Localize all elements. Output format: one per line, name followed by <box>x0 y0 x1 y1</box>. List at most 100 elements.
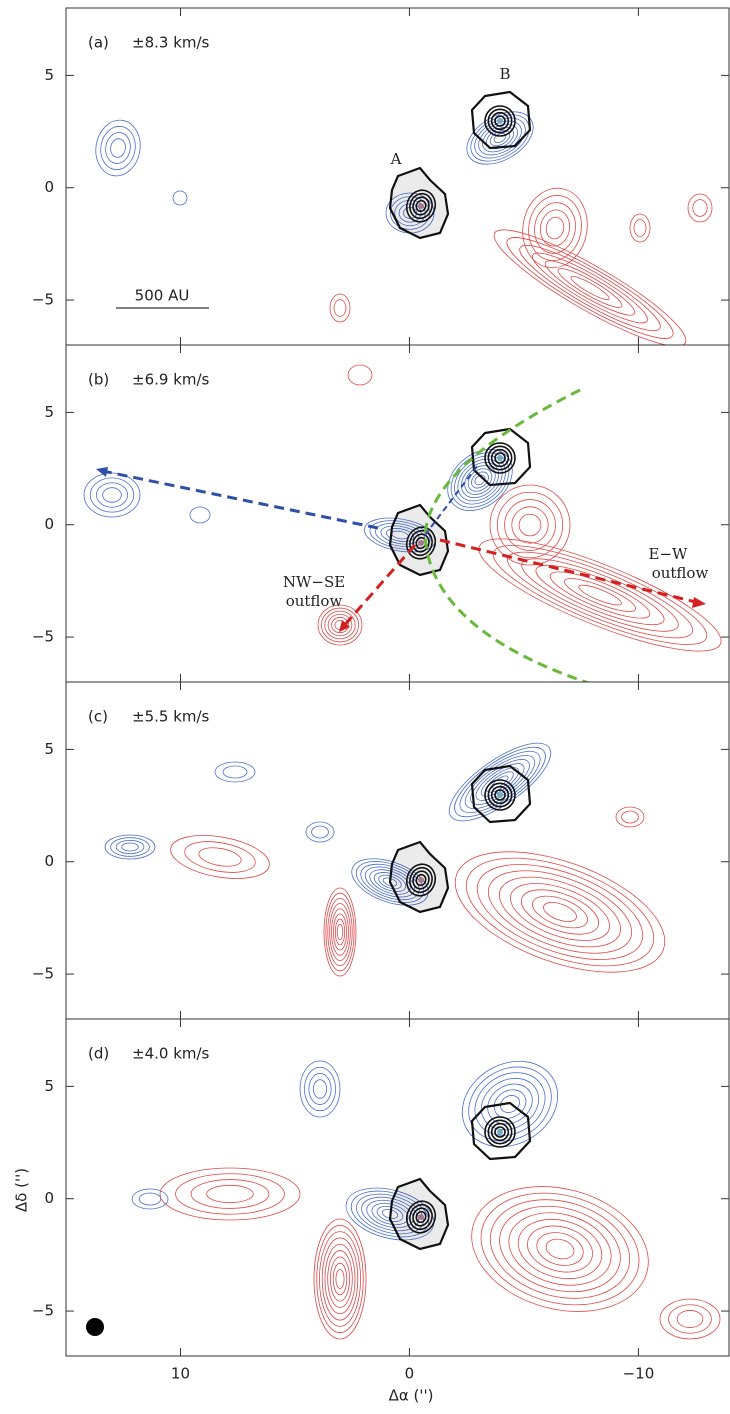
contour <box>494 1126 506 1138</box>
contour <box>494 115 506 127</box>
contour <box>487 1083 533 1125</box>
contour <box>539 209 571 247</box>
contour <box>333 299 347 317</box>
contour <box>578 584 622 606</box>
y-tick-label: 5 <box>44 1077 54 1095</box>
contour <box>332 1262 348 1296</box>
y-tick-label: 5 <box>44 403 54 421</box>
contour <box>95 119 141 177</box>
contour <box>316 1224 364 1334</box>
contour <box>198 847 242 867</box>
contour <box>214 761 256 783</box>
contour <box>615 806 645 828</box>
contour <box>545 216 565 240</box>
contour <box>508 1212 612 1286</box>
contour <box>498 876 622 948</box>
contour <box>324 610 356 640</box>
arrow-blue <box>97 468 379 530</box>
contour <box>330 1256 350 1302</box>
contour <box>405 189 437 223</box>
contour <box>317 604 363 646</box>
contour <box>517 1219 603 1279</box>
contour <box>474 1072 546 1136</box>
contour <box>536 1232 584 1266</box>
contour <box>454 851 666 973</box>
contour <box>110 837 150 857</box>
contour <box>331 908 349 956</box>
contour <box>543 902 577 922</box>
panel-frame <box>65 1018 730 1357</box>
contour <box>385 528 415 542</box>
contour <box>189 506 211 524</box>
contour <box>487 870 633 954</box>
contour <box>105 132 131 164</box>
contour <box>480 1077 540 1131</box>
contour <box>494 789 506 801</box>
contour <box>405 863 437 897</box>
contour <box>499 1205 621 1293</box>
beam <box>86 1318 104 1336</box>
contour <box>506 237 674 339</box>
contour <box>409 192 433 220</box>
contour <box>490 111 510 131</box>
contour <box>369 520 431 550</box>
contour <box>313 1218 367 1340</box>
contour <box>373 872 407 892</box>
contour <box>475 763 525 801</box>
contour <box>549 571 651 619</box>
annotation: NW−SE <box>283 573 345 591</box>
contour <box>471 1186 649 1312</box>
contour <box>471 471 489 489</box>
arrowhead <box>96 467 108 477</box>
x-axis-label: Δα ('') <box>389 1387 434 1405</box>
contour <box>329 293 351 323</box>
contour <box>412 533 430 553</box>
y-tick-label: −5 <box>32 291 54 309</box>
panel-velocity: ±6.9 km/s <box>132 371 210 389</box>
y-tick-label: 0 <box>44 1189 54 1207</box>
panel-label: (a) <box>88 34 109 52</box>
contour <box>323 887 357 977</box>
contour <box>528 195 582 261</box>
contour <box>333 913 347 951</box>
contour <box>327 1250 353 1308</box>
contour <box>312 1079 328 1099</box>
contour <box>299 1060 341 1118</box>
annotation: outflow <box>286 592 343 610</box>
contour <box>412 1207 430 1227</box>
panel-label: (d) <box>88 1045 109 1063</box>
contour <box>484 442 516 474</box>
contour <box>184 841 256 873</box>
contour <box>448 742 552 822</box>
contour <box>459 750 541 814</box>
y-tick-label: −5 <box>32 628 54 646</box>
contour <box>478 538 722 652</box>
contour <box>388 166 450 240</box>
panel: 5 0 −5 (a) ±8.3 km/s A B 500 AU <box>32 7 730 346</box>
contours <box>131 1060 721 1340</box>
contour <box>545 1238 575 1260</box>
contour <box>454 746 546 818</box>
contour <box>415 199 427 213</box>
panel: 5 0 −5 (c) ±5.5 km/s <box>32 681 730 1020</box>
contour <box>327 613 353 637</box>
source-core <box>418 1214 424 1220</box>
contour <box>521 558 679 632</box>
contours <box>95 90 713 345</box>
contour <box>544 260 636 316</box>
contour <box>329 903 351 961</box>
contour <box>535 564 665 626</box>
contour <box>110 138 126 158</box>
contour <box>470 764 532 824</box>
contour <box>305 821 335 843</box>
contour <box>489 484 571 566</box>
contour <box>557 268 623 308</box>
contour <box>493 1089 527 1119</box>
y-tick-label: 5 <box>44 740 54 758</box>
contour <box>335 1269 345 1289</box>
contours <box>104 742 666 977</box>
panel-label: (b) <box>88 371 109 389</box>
contour <box>484 105 516 137</box>
contour <box>484 779 516 811</box>
